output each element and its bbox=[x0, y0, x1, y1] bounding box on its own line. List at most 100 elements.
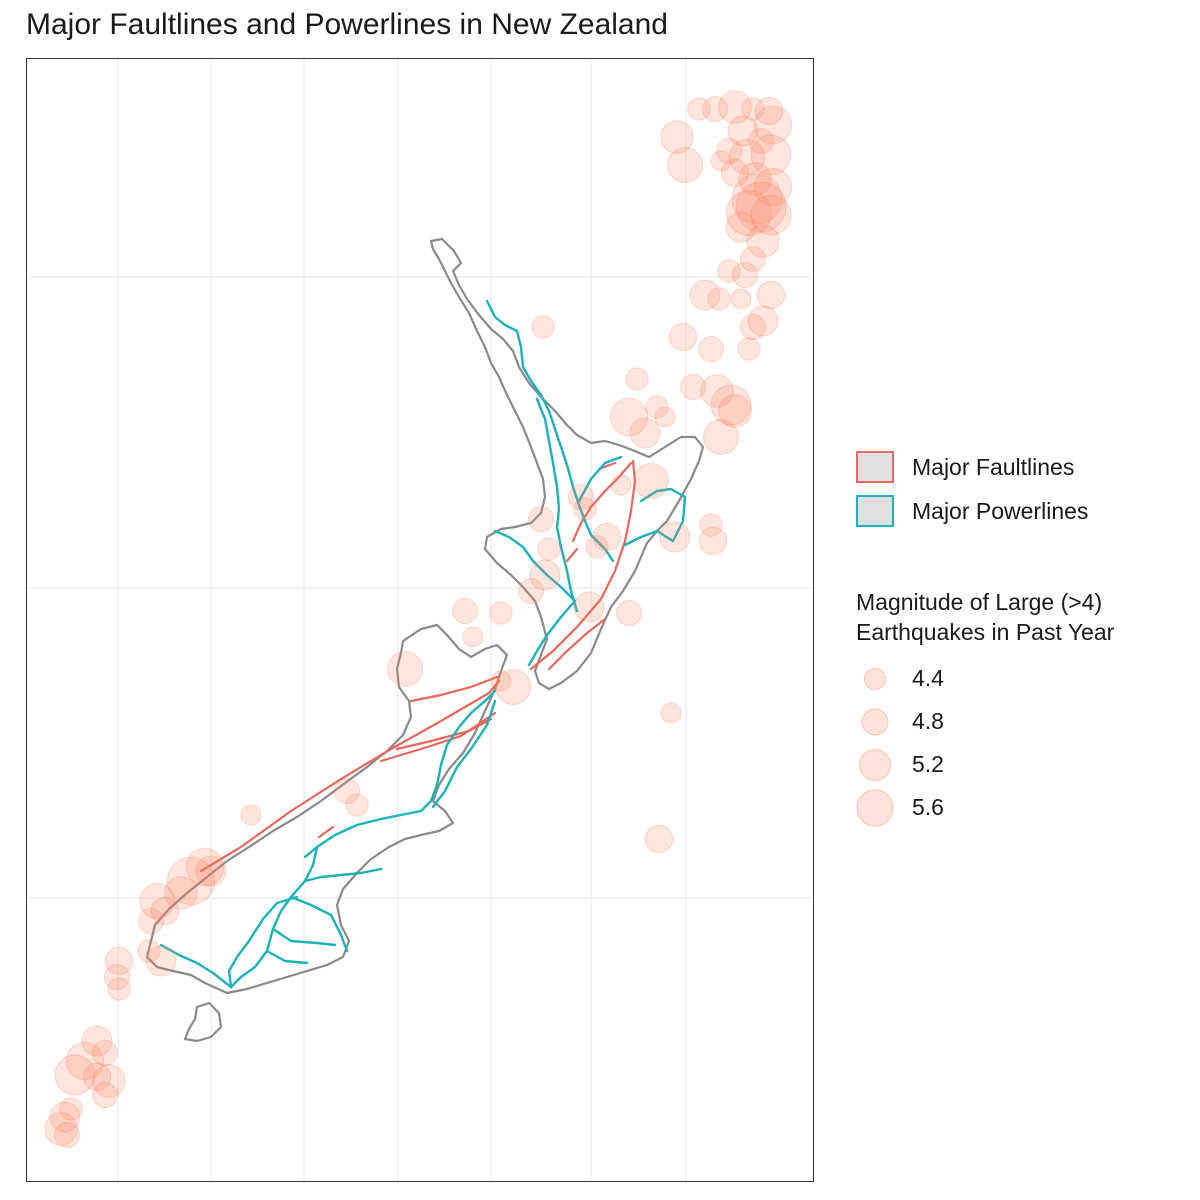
earthquake-point bbox=[710, 150, 732, 172]
powerline bbox=[303, 867, 383, 883]
faultline bbox=[409, 675, 499, 703]
earthquake-point bbox=[754, 96, 784, 126]
earthquake-point bbox=[104, 964, 130, 990]
earthquake-point bbox=[668, 322, 698, 352]
earthquake-point bbox=[495, 669, 531, 705]
size-legend-item: 5.6 bbox=[856, 786, 1186, 829]
earthquake-point bbox=[729, 139, 765, 175]
south-island bbox=[145, 623, 509, 995]
earthquake-point bbox=[166, 856, 216, 906]
earthquake-point bbox=[753, 167, 793, 207]
faultline bbox=[379, 711, 497, 763]
earthquake-point bbox=[585, 535, 609, 559]
powerline bbox=[303, 689, 497, 859]
earthquake-point bbox=[660, 702, 682, 724]
earthquake-point bbox=[573, 497, 597, 521]
earthquake-point bbox=[700, 374, 734, 408]
earthquake-point bbox=[737, 337, 761, 361]
earthquake-point bbox=[659, 521, 691, 553]
earthquake-point bbox=[740, 246, 766, 272]
size-key bbox=[856, 743, 894, 786]
earthquake-point bbox=[529, 559, 561, 591]
earthquake-point bbox=[44, 1112, 78, 1146]
earthquake-point bbox=[92, 1040, 118, 1066]
earthquake-point bbox=[452, 598, 478, 624]
earthquake-point bbox=[756, 280, 786, 310]
earthquake-point bbox=[644, 824, 674, 854]
earthquake-point bbox=[720, 158, 750, 188]
earthquake-point bbox=[610, 474, 632, 496]
earthquake-point bbox=[698, 336, 724, 362]
earthquake-point bbox=[145, 945, 177, 977]
earthquake-point bbox=[490, 670, 512, 692]
earthquake-point bbox=[727, 115, 759, 147]
faultline bbox=[529, 459, 637, 671]
size-key bbox=[856, 657, 894, 700]
powerline bbox=[527, 599, 577, 667]
earthquake-point bbox=[703, 419, 739, 455]
size-label: 4.4 bbox=[912, 665, 944, 691]
earthquake-point bbox=[537, 537, 561, 561]
earthquake-point bbox=[699, 513, 723, 537]
earthquake-point bbox=[65, 1041, 105, 1081]
powerline bbox=[265, 949, 309, 965]
earthquake-point bbox=[750, 134, 792, 176]
earthquake-point bbox=[740, 314, 766, 340]
graticule bbox=[27, 59, 813, 1181]
earthquake-point bbox=[660, 120, 694, 154]
powerline bbox=[271, 927, 337, 947]
legend-label: Major Faultlines bbox=[912, 453, 1075, 480]
earthquake-point bbox=[82, 1062, 112, 1092]
north-island bbox=[429, 237, 705, 691]
earthquake-point bbox=[59, 1097, 83, 1121]
earthquake-point bbox=[137, 939, 161, 963]
earthquake-point bbox=[616, 600, 642, 626]
earthquake-point bbox=[139, 883, 175, 919]
earthquake-point bbox=[718, 90, 752, 124]
earthquake-point bbox=[730, 288, 752, 310]
earthquake-point bbox=[689, 279, 721, 311]
earthquake-point bbox=[716, 138, 742, 164]
earthquake-point bbox=[750, 194, 792, 236]
earthquake-point bbox=[518, 578, 544, 604]
earthquake-point bbox=[738, 162, 772, 196]
faultline bbox=[395, 717, 493, 751]
powerline bbox=[535, 397, 579, 613]
earthquake-point bbox=[625, 367, 649, 391]
size-key bbox=[856, 786, 894, 829]
earthquake-point bbox=[654, 406, 676, 428]
powerline bbox=[289, 895, 349, 953]
earthquake-point bbox=[240, 804, 262, 826]
earthquake-point bbox=[645, 395, 669, 419]
earthquake-point bbox=[92, 1082, 118, 1108]
powerline bbox=[485, 299, 615, 563]
earthquake-point bbox=[725, 211, 757, 243]
map-panel bbox=[26, 58, 814, 1182]
size-label: 4.8 bbox=[912, 708, 944, 734]
earthquake-point bbox=[49, 1101, 81, 1133]
faultline-key bbox=[856, 451, 894, 483]
earthquake-point bbox=[710, 384, 752, 426]
earthquake-point bbox=[747, 305, 779, 337]
size-legend-item: 4.4 bbox=[856, 657, 1186, 700]
earthquake-point bbox=[462, 626, 484, 648]
earthquake-point bbox=[195, 855, 227, 887]
powerlines bbox=[159, 299, 687, 989]
earthquake-point bbox=[54, 1054, 96, 1096]
size-label: 5.2 bbox=[912, 751, 944, 777]
size-key bbox=[856, 700, 894, 743]
earthquake-point bbox=[741, 97, 765, 121]
earthquake-point bbox=[387, 651, 423, 687]
powerline bbox=[431, 699, 497, 809]
earthquake-point bbox=[592, 522, 622, 552]
earthquake-point bbox=[528, 506, 554, 532]
faultline bbox=[571, 461, 633, 543]
size-legend-item: 5.2 bbox=[856, 743, 1186, 786]
faultline bbox=[547, 617, 607, 671]
earthquake-point bbox=[185, 847, 225, 887]
earthquake-point bbox=[667, 147, 703, 183]
earthquake-point bbox=[164, 876, 198, 910]
earthquake-point bbox=[735, 181, 787, 233]
powerline bbox=[493, 529, 577, 603]
map-svg bbox=[27, 59, 813, 1181]
